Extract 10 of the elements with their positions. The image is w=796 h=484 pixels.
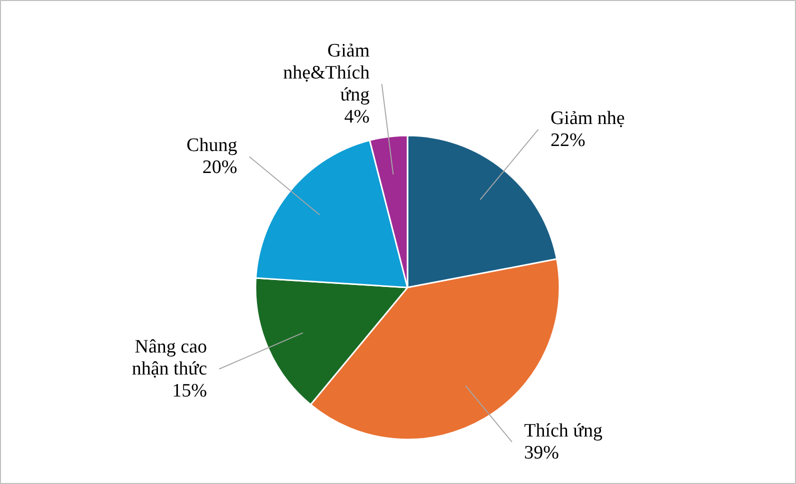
- slice-label: Giảm nhẹ&Thích ứng: [283, 40, 370, 106]
- slice-label: Nâng cao nhận thức: [132, 336, 208, 380]
- data-label: 22%: [550, 130, 586, 151]
- slice-label: Chung: [186, 135, 238, 156]
- data-label: 20%: [202, 157, 238, 178]
- data-label: 15%: [172, 380, 208, 402]
- data-label: 4%: [344, 106, 370, 128]
- slice-label: Thích ứng: [524, 420, 603, 442]
- data-label: 39%: [524, 442, 560, 464]
- slice-label: Giảm nhẹ: [550, 108, 625, 129]
